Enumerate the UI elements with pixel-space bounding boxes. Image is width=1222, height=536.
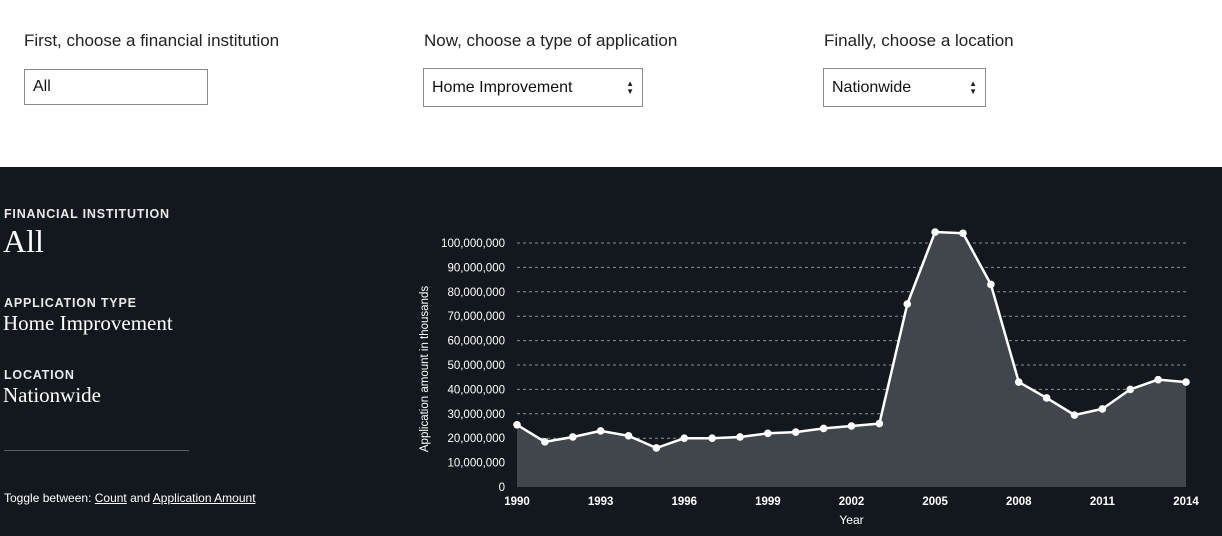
x-tick-label: 2014 bbox=[1173, 496, 1199, 508]
institution-input[interactable] bbox=[33, 78, 199, 96]
y-tick-label: 0 bbox=[499, 482, 505, 494]
data-point bbox=[596, 427, 605, 435]
x-tick-label: 2008 bbox=[1006, 496, 1032, 508]
metric-toggle: Toggle between: Count and Application Am… bbox=[4, 491, 256, 505]
x-tick-label: 1999 bbox=[755, 496, 781, 508]
data-point bbox=[1154, 375, 1162, 384]
y-axis-ticks: 0 10,000,000 20,000,000 30,000,000 40,000,00… bbox=[441, 238, 505, 494]
data-point bbox=[1014, 378, 1023, 386]
count-toggle-link[interactable]: Count bbox=[94, 491, 127, 505]
application-kicker: APPLICATION TYPE bbox=[4, 296, 137, 310]
y-tick-label: 70,000,000 bbox=[447, 311, 505, 323]
data-point bbox=[903, 300, 912, 308]
toggle-and: and bbox=[126, 491, 153, 505]
data-point bbox=[819, 424, 828, 433]
location-selected: Nationwide bbox=[832, 78, 912, 96]
data-point bbox=[652, 444, 661, 452]
select-arrows-icon: ▲ ▼ bbox=[626, 78, 634, 96]
data-point bbox=[959, 229, 967, 238]
x-tick-label: 2005 bbox=[922, 496, 948, 508]
x-tick-label: 1993 bbox=[588, 496, 614, 508]
y-tick-label: 90,000,000 bbox=[447, 262, 505, 274]
application-type-select[interactable]: Home Improvement ▲ ▼ bbox=[423, 68, 643, 107]
location-select[interactable]: Nationwide ▲ ▼ bbox=[823, 68, 986, 107]
amount-area-chart: 0 10,000,000 20,000,000 30,000,000 40,000,00… bbox=[419, 228, 1199, 527]
application-value: Home Improvement bbox=[3, 311, 173, 335]
x-axis-ticks: 1990 1993 1996 1999 2002 2005 2008 2011 2014 bbox=[504, 496, 1199, 508]
data-points bbox=[513, 228, 1190, 452]
data-point bbox=[1042, 394, 1051, 402]
data-point bbox=[568, 433, 577, 441]
location-kicker: LOCATION bbox=[4, 368, 75, 382]
institution-value: All bbox=[3, 223, 44, 259]
x-tick-label: 2011 bbox=[1090, 496, 1116, 508]
toggle-prefix: Toggle between: bbox=[4, 491, 95, 505]
location-value: Nationwide bbox=[3, 383, 101, 407]
y-tick-label: 10,000,000 bbox=[447, 458, 505, 470]
y-tick-label: 30,000,000 bbox=[447, 409, 505, 421]
y-tick-label: 40,000,000 bbox=[447, 384, 505, 396]
data-point bbox=[1098, 405, 1107, 413]
data-point bbox=[1126, 385, 1135, 394]
data-point bbox=[931, 228, 939, 236]
data-point bbox=[541, 438, 549, 446]
x-tick-label: 1996 bbox=[671, 496, 697, 508]
y-tick-label: 20,000,000 bbox=[447, 433, 505, 445]
application-type-selected: Home Improvement bbox=[432, 78, 573, 96]
filter-controls: First, choose a financial institution No… bbox=[0, 0, 1222, 167]
data-point bbox=[624, 431, 633, 440]
data-point bbox=[875, 419, 884, 428]
institution-prompt: First, choose a financial institution bbox=[24, 31, 280, 50]
data-point bbox=[1182, 378, 1190, 386]
institution-input-box[interactable] bbox=[24, 69, 208, 105]
data-point bbox=[847, 422, 856, 430]
data-point bbox=[708, 434, 716, 443]
data-point bbox=[1070, 411, 1079, 419]
results-panel: FINANCIAL INSTITUTION All APPLICATION TY… bbox=[0, 167, 1222, 536]
data-point bbox=[791, 428, 800, 436]
y-tick-label: 60,000,000 bbox=[447, 336, 505, 348]
data-point bbox=[736, 433, 744, 441]
data-point bbox=[513, 420, 521, 429]
y-axis-label: Application amount in thousands bbox=[419, 286, 431, 452]
divider bbox=[4, 450, 189, 451]
area-fill bbox=[517, 232, 1186, 487]
application-prompt: Now, choose a type of application bbox=[424, 31, 678, 50]
select-arrows-icon: ▲ ▼ bbox=[969, 78, 977, 96]
data-point bbox=[987, 280, 995, 289]
location-prompt: Finally, choose a location bbox=[824, 31, 1014, 50]
x-tick-label: 2002 bbox=[839, 496, 865, 508]
amount-toggle-link[interactable]: Application Amount bbox=[152, 491, 256, 505]
data-point bbox=[680, 434, 689, 443]
data-point bbox=[764, 429, 772, 438]
y-tick-label: 50,000,000 bbox=[447, 360, 505, 372]
institution-kicker: FINANCIAL INSTITUTION bbox=[4, 207, 170, 221]
x-axis-label: Year bbox=[839, 513, 863, 527]
y-tick-label: 80,000,000 bbox=[447, 287, 505, 299]
x-tick-label: 1990 bbox=[504, 496, 530, 508]
y-tick-label: 100,000,000 bbox=[441, 238, 505, 250]
